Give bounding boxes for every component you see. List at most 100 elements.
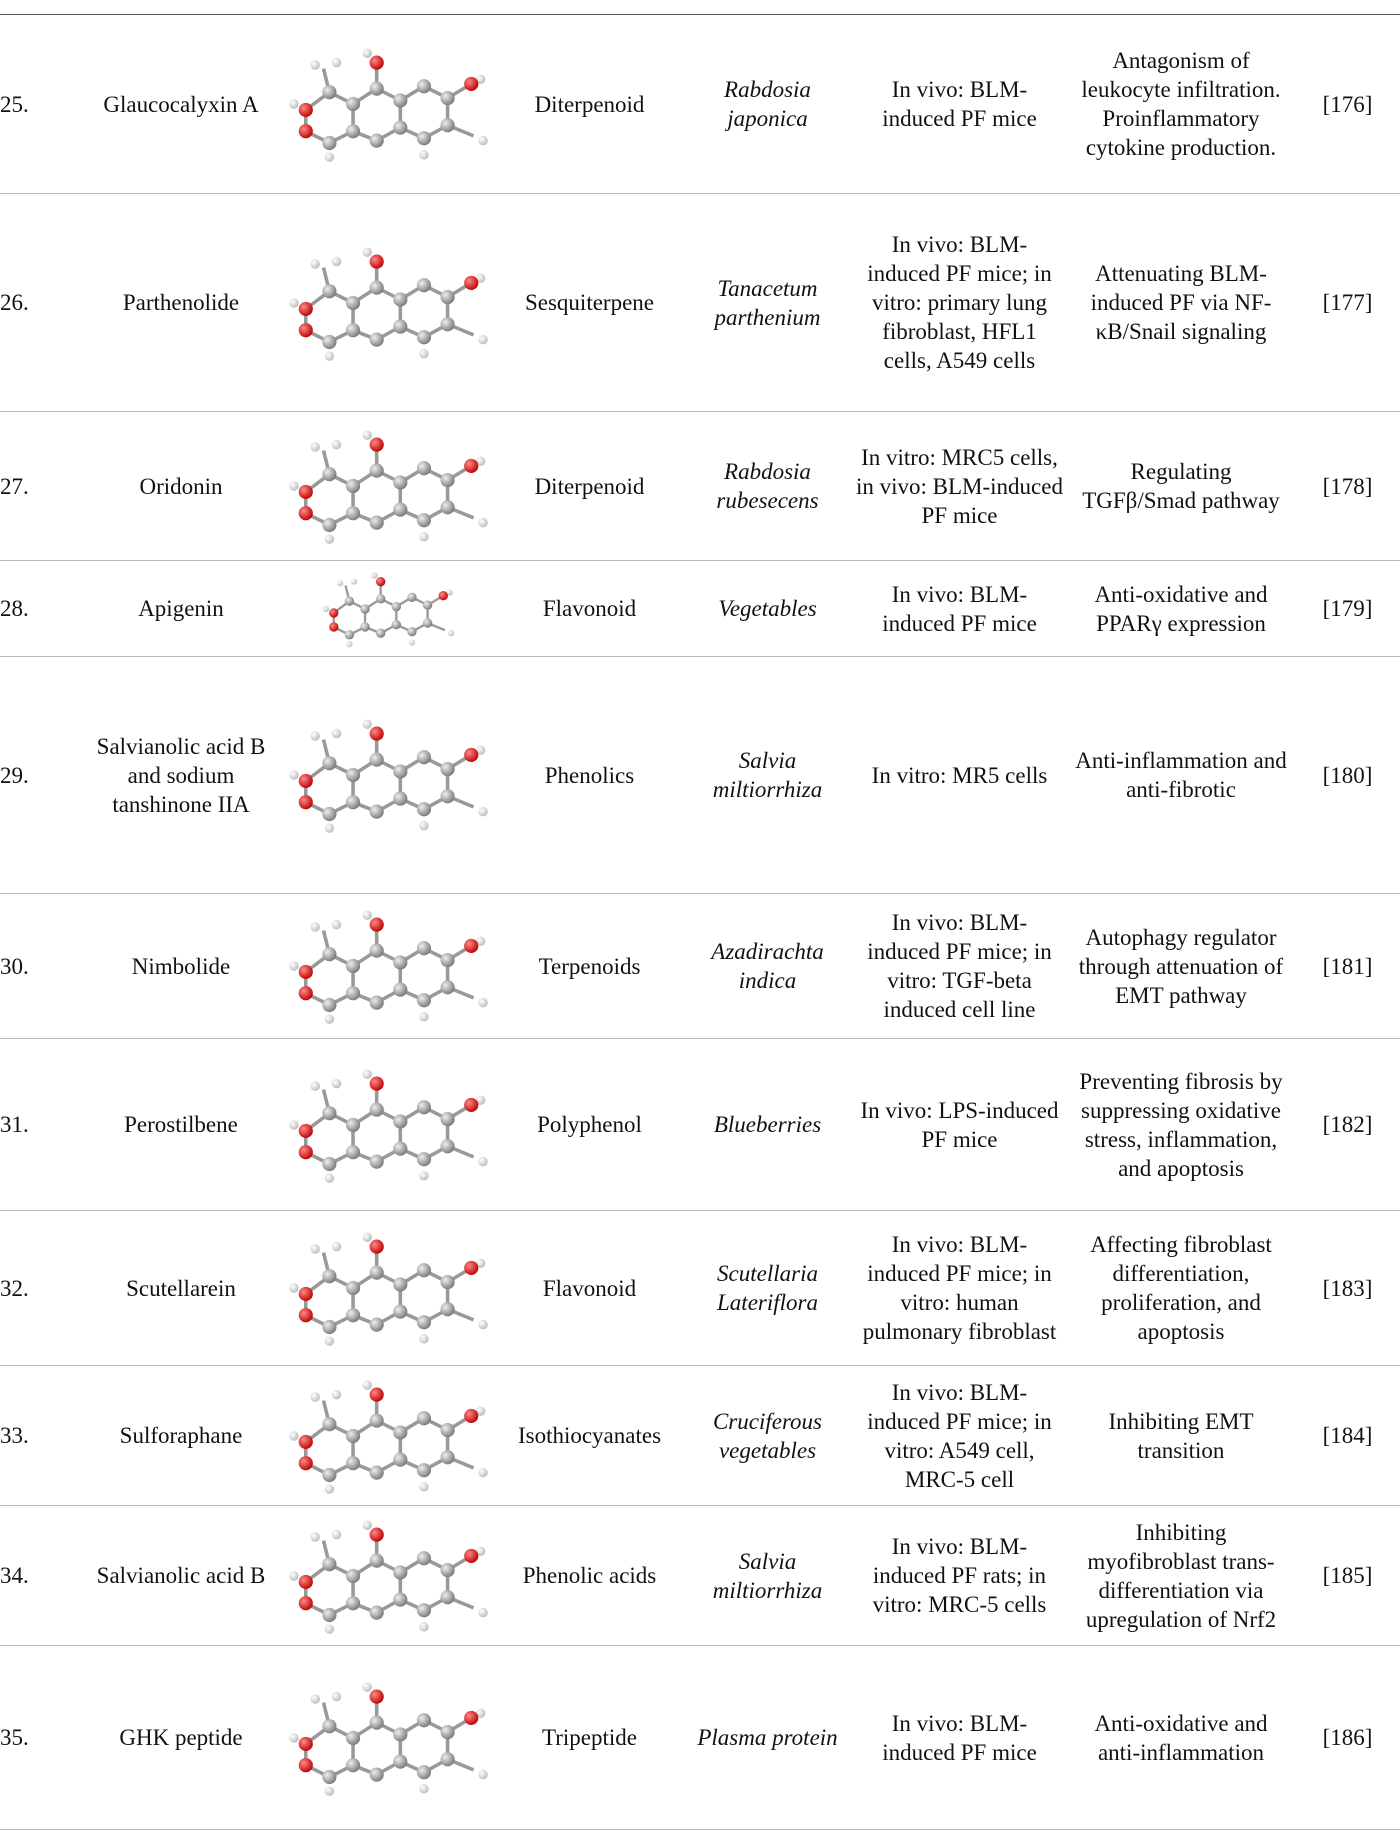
cell-name: Salvianolic acid B — [82, 1506, 280, 1646]
molecule-structure — [282, 1511, 495, 1641]
cell-cls: Tripeptide — [496, 1646, 683, 1830]
molecule-structure — [318, 566, 459, 652]
cell-num: 29. — [0, 657, 82, 894]
molecule-structure — [282, 710, 495, 840]
cell-name: Nimbolide — [82, 894, 280, 1039]
cell-model: In vitro: MRC5 cells, in vivo: BLM-induc… — [852, 412, 1067, 561]
cell-model: In vivo: BLM-induced PF mice; in vitro: … — [852, 1366, 1067, 1506]
cell-model: In vivo: BLM-induced PF mice; in vitro: … — [852, 194, 1067, 412]
cell-src: Tanacetum parthenium — [683, 194, 852, 412]
cell-cls: Phenolic acids — [496, 1506, 683, 1646]
structure-cell — [280, 15, 496, 194]
molecule-structure — [282, 1673, 495, 1803]
cell-name: Sulforaphane — [82, 1366, 280, 1506]
structure-cell — [280, 1646, 496, 1830]
cell-name: Glaucocalyxin A — [82, 15, 280, 194]
cell-name: Salvianolic acid B and sodium tanshinone… — [82, 657, 280, 894]
cell-model: In vivo: LPS-induced PF mice — [852, 1039, 1067, 1211]
cell-model: In vivo: BLM-induced PF rats; in vitro: … — [852, 1506, 1067, 1646]
cell-model: In vivo: BLM-induced PF mice; in vitro: … — [852, 1211, 1067, 1366]
structure-cell — [280, 561, 496, 657]
cell-cls: Diterpenoid — [496, 15, 683, 194]
structure-cell — [280, 894, 496, 1039]
cell-src: Blueberries — [683, 1039, 852, 1211]
cell-name: Parthenolide — [82, 194, 280, 412]
cell-src: Cruciferous vegetables — [683, 1366, 852, 1506]
cell-name: Scutellarein — [82, 1211, 280, 1366]
structure-cell — [280, 1366, 496, 1506]
molecule-drawing — [289, 48, 488, 161]
structure-cell — [280, 1211, 496, 1366]
cell-src: Rabdosia rubesecens — [683, 412, 852, 561]
cell-ref: [180] — [1295, 657, 1400, 894]
molecule-structure — [282, 238, 495, 368]
cell-src: Plasma protein — [683, 1646, 852, 1830]
cell-mech: Inhibiting myofibroblast trans-different… — [1067, 1506, 1295, 1646]
molecule-structure — [282, 421, 495, 551]
cell-src: Rabdosia japonica — [683, 15, 852, 194]
cell-name: Perostilbene — [82, 1039, 280, 1211]
cell-ref: [178] — [1295, 412, 1400, 561]
cell-num: 35. — [0, 1646, 82, 1830]
cell-ref: [186] — [1295, 1646, 1400, 1830]
cell-num: 27. — [0, 412, 82, 561]
cell-num: 28. — [0, 561, 82, 657]
cell-mech: Preventing fibrosis by suppressing oxida… — [1067, 1039, 1295, 1211]
cell-ref: [182] — [1295, 1039, 1400, 1211]
cell-num: 33. — [0, 1366, 82, 1506]
cell-mech: Affecting fibroblast differentiation, pr… — [1067, 1211, 1295, 1366]
cell-cls: Flavonoid — [496, 561, 683, 657]
structure-cell — [280, 194, 496, 412]
molecule-drawing — [289, 1520, 488, 1633]
cell-cls: Flavonoid — [496, 1211, 683, 1366]
molecule-drawing — [289, 430, 488, 543]
cell-model: In vivo: BLM-induced PF mice — [852, 1646, 1067, 1830]
cell-cls: Phenolics — [496, 657, 683, 894]
cell-num: 30. — [0, 894, 82, 1039]
cell-ref: [185] — [1295, 1506, 1400, 1646]
table-row: 29.Salvianolic acid B and sodium tanshin… — [0, 657, 1400, 894]
cell-mech: Attenuating BLM-induced PF via NF-κB/Sna… — [1067, 194, 1295, 412]
cell-mech: Antagonism of leukocyte infiltration. Pr… — [1067, 15, 1295, 194]
cell-src: Vegetables — [683, 561, 852, 657]
cell-ref: [181] — [1295, 894, 1400, 1039]
cell-mech: Inhibiting EMT transition — [1067, 1366, 1295, 1506]
cell-num: 26. — [0, 194, 82, 412]
molecule-structure — [282, 1060, 495, 1190]
cell-mech: Anti-oxidative and anti-inflammation — [1067, 1646, 1295, 1830]
cell-cls: Polyphenol — [496, 1039, 683, 1211]
molecule-drawing — [322, 572, 453, 647]
molecule-drawing — [289, 1682, 488, 1795]
structure-cell — [280, 1506, 496, 1646]
cell-ref: [183] — [1295, 1211, 1400, 1366]
structure-cell — [280, 412, 496, 561]
page-body: 25.Glaucocalyxin A DiterpenoidRabdosia ja… — [0, 0, 1400, 1830]
cell-cls: Isothiocyanates — [496, 1366, 683, 1506]
molecule-drawing — [289, 1380, 488, 1493]
cell-model: In vitro: MR5 cells — [852, 657, 1067, 894]
cell-ref: [177] — [1295, 194, 1400, 412]
cell-mech: Regulating TGFβ/Smad pathway — [1067, 412, 1295, 561]
structure-cell — [280, 657, 496, 894]
cell-name: Oridonin — [82, 412, 280, 561]
cell-src: Scutellaria Lateriflora — [683, 1211, 852, 1366]
molecule-structure — [282, 901, 495, 1031]
molecule-structure — [282, 39, 495, 169]
cell-cls: Sesquiterpene — [496, 194, 683, 412]
cell-ref: [179] — [1295, 561, 1400, 657]
structure-cell — [280, 1039, 496, 1211]
cell-num: 25. — [0, 15, 82, 194]
molecule-drawing — [289, 247, 488, 360]
cell-name: GHK peptide — [82, 1646, 280, 1830]
cell-mech: Autophagy regulator through attenuation … — [1067, 894, 1295, 1039]
molecule-structure — [282, 1371, 495, 1501]
